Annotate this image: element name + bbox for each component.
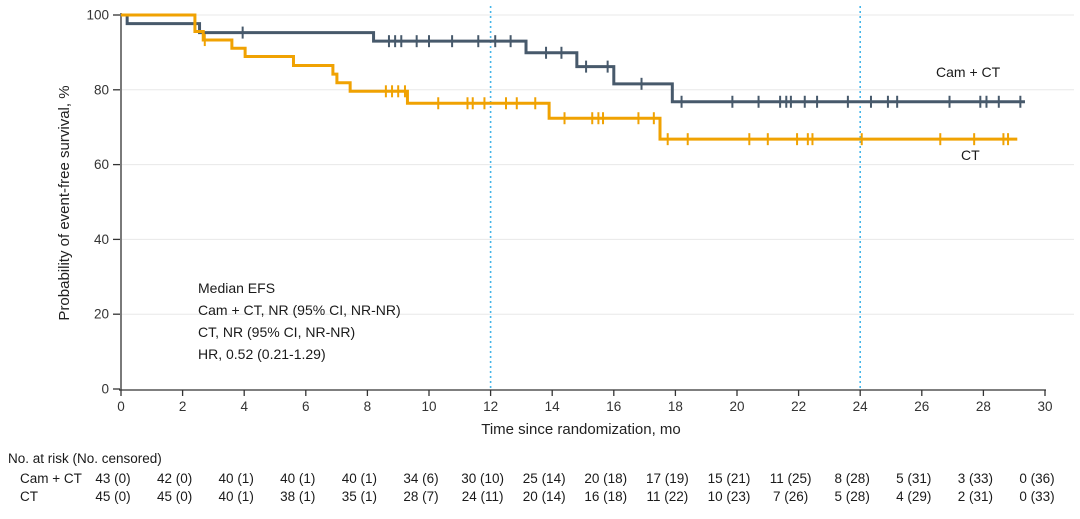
series-label-ct: CT — [961, 147, 980, 163]
risk-cell: 0 (33) — [1019, 489, 1055, 504]
risk-cell: 45 (0) — [156, 489, 193, 504]
y-tick-label: 0 — [101, 382, 109, 397]
risk-row-label-ct: CT — [20, 489, 38, 504]
risk-cell: 8 (28) — [834, 471, 870, 486]
risk-cell: 43 (0) — [95, 471, 131, 486]
risk-cell: 42 (0) — [156, 471, 193, 486]
risk-cell: 3 (33) — [957, 471, 994, 486]
x-tick-label: 14 — [545, 399, 561, 414]
annotation-line-hr: HR, 0.52 (0.21-1.29) — [198, 346, 326, 362]
annotation-line-cam-ct: Cam + CT, NR (95% CI, NR-NR) — [198, 302, 401, 318]
km-curve-ct — [121, 13, 1018, 141]
risk-cell: 40 (1) — [280, 471, 316, 486]
x-tick-label: 20 — [729, 399, 744, 414]
x-tick-label: 22 — [791, 399, 806, 414]
series-label-cam-ct: Cam + CT — [936, 64, 1001, 80]
risk-cell: 25 (14) — [522, 471, 566, 486]
risk-cell: 11 (22) — [646, 489, 689, 504]
risk-cell: 20 (14) — [522, 489, 566, 504]
x-tick-label: 8 — [364, 399, 372, 414]
risk-cell: 7 (26) — [772, 489, 809, 504]
risk-cell: 40 (1) — [218, 489, 254, 504]
annotation-line-ct: CT, NR (95% CI, NR-NR) — [198, 324, 356, 340]
risk-cell: 5 (31) — [896, 471, 932, 486]
x-tick-label: 10 — [421, 399, 436, 414]
x-tick-label: 4 — [240, 399, 248, 414]
x-tick-label: 18 — [668, 399, 683, 414]
x-tick-label: 0 — [117, 399, 125, 414]
y-tick-label: 20 — [94, 307, 109, 322]
risk-cell: 10 (23) — [707, 489, 751, 504]
risk-cell: 4 (29) — [896, 489, 932, 504]
y-tick-label: 40 — [94, 232, 109, 247]
y-tick-label: 80 — [94, 82, 109, 97]
risk-row-label-cam-ct: Cam + CT — [20, 471, 82, 486]
risk-cell: 40 (1) — [218, 471, 254, 486]
risk-cell: 0 (36) — [1019, 471, 1055, 486]
km-curve-cam-ct — [121, 13, 1025, 104]
x-tick-label: 16 — [606, 399, 621, 414]
risk-cell: 5 (28) — [834, 489, 870, 504]
x-tick-label: 26 — [914, 399, 929, 414]
risk-cell: 28 (7) — [403, 489, 439, 504]
risk-cell: 30 (10) — [461, 471, 504, 486]
x-axis-label: Time since randomization, mo — [481, 421, 681, 438]
y-tick-label: 60 — [94, 157, 109, 172]
risk-table-header: No. at risk (No. censored) — [8, 451, 162, 466]
risk-cell: 15 (21) — [707, 471, 751, 486]
annotation-line-median: Median EFS — [198, 280, 276, 296]
risk-cell: 34 (6) — [403, 471, 439, 486]
risk-cell: 11 (25) — [769, 471, 812, 486]
risk-cell: 40 (1) — [341, 471, 378, 486]
x-tick-label: 6 — [302, 399, 310, 414]
y-tick-label: 100 — [86, 8, 109, 23]
risk-cell: 38 (1) — [280, 489, 316, 504]
risk-cell: 2 (31) — [957, 489, 994, 504]
risk-cell: 20 (18) — [584, 471, 628, 486]
x-tick-label: 12 — [483, 399, 498, 414]
risk-cell: 45 (0) — [95, 489, 131, 504]
x-tick-label: 2 — [179, 399, 187, 414]
x-tick-label: 24 — [853, 399, 869, 414]
risk-cell: 17 (19) — [646, 471, 689, 486]
median-efs-annotation: Median EFS Cam + CT, NR (95% CI, NR-NR) … — [198, 277, 401, 365]
x-tick-label: 28 — [976, 399, 991, 414]
x-tick-label: 30 — [1037, 399, 1052, 414]
y-axis-label: Probability of event-free survival, % — [56, 85, 73, 321]
risk-cell: 35 (1) — [341, 489, 378, 504]
risk-cell: 16 (18) — [584, 489, 628, 504]
risk-cell: 24 (11) — [461, 489, 504, 504]
